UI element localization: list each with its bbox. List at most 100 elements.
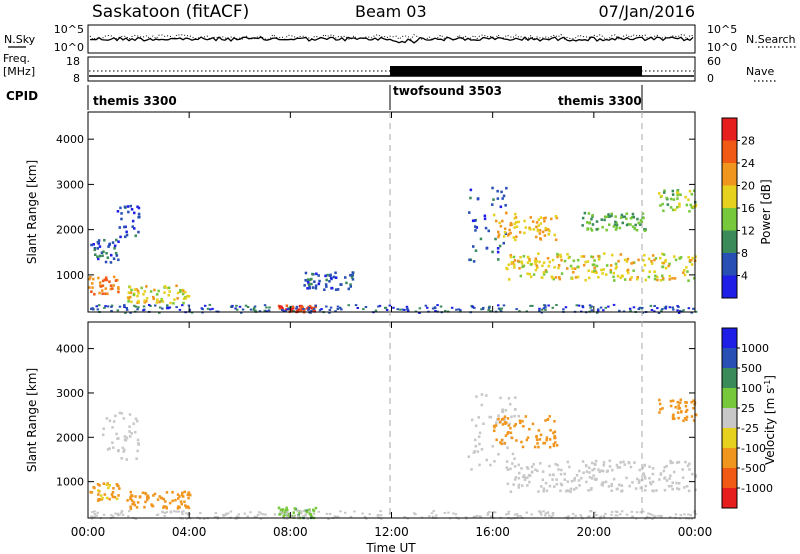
power-cell (544, 228, 547, 232)
power-cell (280, 305, 283, 309)
power-cell (660, 309, 663, 312)
velocity-cell (659, 473, 663, 476)
power-cell (500, 190, 503, 194)
velocity-cell (669, 516, 672, 519)
velocity-cell (472, 451, 476, 454)
power-cell (692, 307, 695, 310)
power-cell (653, 270, 656, 273)
velocity-cell (684, 410, 688, 413)
velocity-cell (180, 511, 184, 514)
power-cell (679, 256, 683, 259)
power-cell (93, 248, 96, 252)
power-cell (252, 307, 256, 310)
velocity-cell (642, 510, 645, 513)
velocity-cell (675, 481, 678, 485)
velocity-cell (185, 517, 189, 520)
power-cell (181, 304, 184, 307)
velocity-cell (595, 514, 598, 516)
power-cell (511, 261, 515, 264)
velocity-cell (470, 418, 474, 422)
power-cell (308, 285, 311, 289)
power-cell (282, 309, 285, 312)
power-cell (187, 295, 191, 298)
power-cell (650, 262, 654, 265)
power-cell (99, 285, 103, 288)
velocity-cell (565, 489, 569, 492)
velocity-cell (522, 425, 525, 428)
power-cell (258, 310, 262, 313)
velocity-cell (585, 470, 589, 473)
velocity-cell (519, 421, 522, 425)
velocity-cell (514, 423, 517, 426)
power-cell (621, 221, 624, 225)
power-cell (137, 230, 140, 234)
power-cell (90, 307, 93, 310)
velocity-cell (495, 438, 498, 442)
power-cell (608, 223, 611, 226)
power-cell (641, 311, 645, 314)
power-cell (632, 306, 636, 309)
power-cell (596, 227, 600, 231)
power-cell (125, 308, 129, 311)
velocity-cell (492, 424, 496, 428)
power-cell (625, 212, 629, 215)
velocity-cell (631, 481, 634, 484)
velocity-cell (503, 415, 507, 418)
y-tick-label: 3000 (56, 387, 84, 400)
power-cell (211, 307, 214, 310)
power-cell (153, 288, 156, 292)
velocity-cell (515, 513, 519, 516)
velocity-cell (551, 514, 555, 517)
power-cell (90, 290, 93, 293)
power-cell (678, 309, 682, 312)
power-cell (537, 224, 541, 227)
power-cell (175, 284, 178, 288)
power-cell (133, 288, 137, 291)
power-cell (182, 289, 185, 293)
velocity-cell (663, 465, 666, 469)
velocity-cell (692, 406, 695, 410)
power-cell (135, 288, 138, 291)
velocity-cell (282, 515, 285, 518)
power-cell (291, 309, 294, 313)
power-cell (659, 279, 663, 282)
power-cell (615, 265, 618, 269)
power-cell (625, 223, 629, 227)
power-cell (546, 257, 550, 260)
velocity-cell (692, 399, 695, 402)
power-cell (505, 266, 508, 270)
power-cell (497, 235, 500, 239)
power-cell (98, 291, 101, 295)
power-cell (161, 300, 165, 303)
velocity-cell (107, 486, 110, 490)
power-cell (609, 271, 613, 274)
power-cell (181, 292, 185, 296)
velocity-cell (124, 438, 128, 442)
velocity-colorbar-tick-label: -100 (741, 442, 766, 455)
velocity-cell (216, 516, 219, 518)
power-feature-3 (116, 204, 141, 239)
power-cell (110, 309, 113, 312)
power-cell (653, 310, 656, 313)
power-cell (513, 226, 516, 229)
power-cell (630, 262, 633, 265)
power-cell (130, 288, 133, 292)
power-cell (572, 259, 576, 263)
velocity-cell (657, 514, 660, 517)
velocity-cell (168, 501, 172, 505)
velocity-cell (682, 419, 685, 423)
velocity-cell (506, 482, 510, 486)
velocity-cell (146, 496, 149, 499)
velocity-cell (574, 514, 577, 517)
velocity-cell (532, 463, 535, 466)
velocity-cell (117, 449, 120, 452)
power-cell (314, 304, 317, 307)
velocity-cell (548, 415, 551, 418)
power-cell (626, 271, 630, 275)
power-cell (500, 307, 504, 310)
velocity-cell (563, 478, 566, 481)
velocity-cell (521, 445, 525, 449)
velocity-cell (659, 408, 662, 411)
power-cell (639, 219, 643, 222)
velocity-cell (513, 513, 517, 516)
